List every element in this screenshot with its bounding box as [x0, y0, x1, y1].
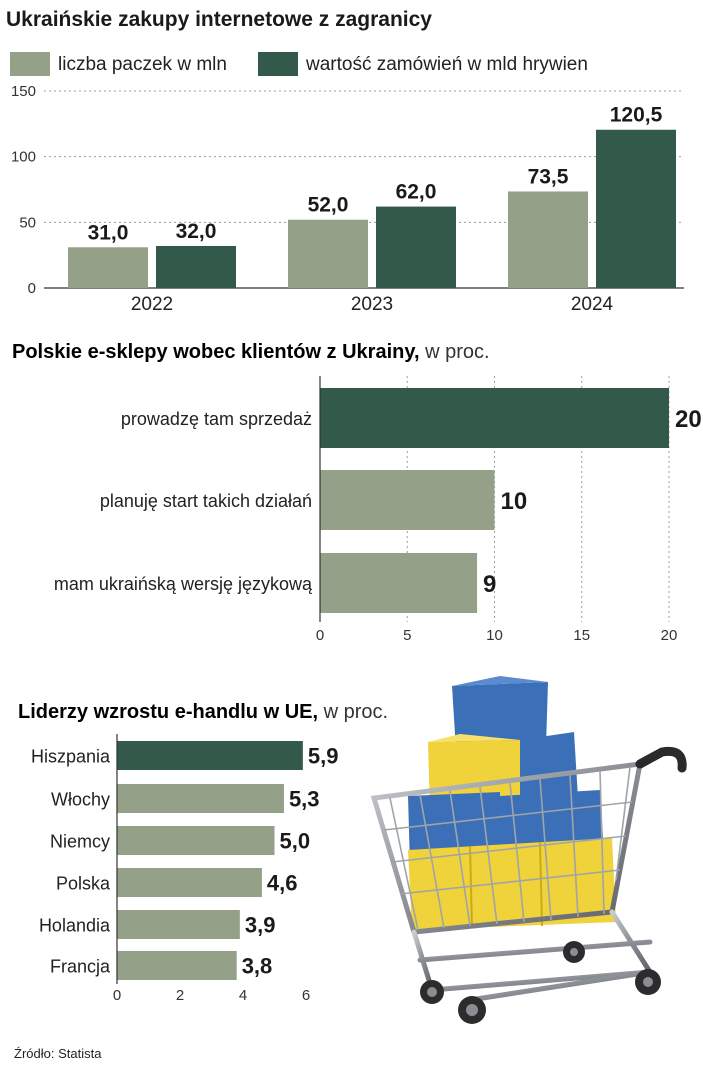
bar [117, 951, 237, 980]
x-tick-label: 2 [176, 987, 184, 1004]
legend-swatch-value [258, 52, 298, 76]
source-note: Źródło: Statista [14, 1046, 102, 1061]
category-label: planuję start takich działań [100, 491, 312, 511]
chart3-plot: Hiszpania 5,9 Włochy 5,3 Niemcy 5,0 Polska 4,6 H… [31, 734, 338, 1004]
legend-label-value: wartość zamówień w mld hrywien [305, 54, 588, 75]
x-tick-label: 0 [113, 987, 121, 1004]
y-tick-label: 50 [19, 214, 36, 231]
category-label: mam ukraińską wersję językową [54, 574, 313, 594]
chart2-title: Polskie e-sklepy wobec klientów z Ukrain… [12, 341, 490, 363]
bar [117, 784, 284, 813]
category-label: Hiszpania [31, 747, 111, 767]
chart3-title-main: Liderzy wzrostu e-handlu w UE, [18, 701, 318, 723]
bar [117, 868, 262, 897]
legend-swatch-parcels [10, 52, 50, 76]
bar-value-label: 4,6 [267, 871, 298, 896]
bar-value-label: 73,5 [528, 165, 569, 188]
bar-order-value [156, 245, 236, 288]
bar-value-label: 5,0 [280, 829, 311, 854]
x-tick-label: 2023 [351, 294, 393, 315]
category-label: Holandia [39, 916, 111, 936]
bar-value-label: 31,0 [88, 221, 129, 244]
x-tick-label: 6 [302, 987, 310, 1004]
bar-value-label: 52,0 [308, 194, 349, 217]
category-label: Polska [56, 874, 111, 894]
bar-value-label: 32,0 [176, 220, 217, 243]
bar-value-label: 9 [483, 571, 496, 598]
category-label: prowadzę tam sprzedaż [121, 409, 312, 429]
bar-order-value [376, 206, 456, 288]
x-tick-label: 0 [316, 627, 324, 644]
chart2-title-main: Polskie e-sklepy wobec klientów z Ukrain… [12, 341, 420, 363]
bar [117, 910, 240, 939]
category-label: Niemcy [50, 832, 110, 852]
chart1-plot: 150 100 50 0 31,0 32,0 2022 52,0 62,0 2023 73,5 120… [11, 83, 684, 315]
category-label: Francja [50, 957, 111, 977]
bar-value-label: 20 [675, 406, 702, 433]
chart2-plot: 0 5 10 15 20 prowadzę tam sprzedaż 20 planuję s… [54, 376, 702, 644]
x-tick-label: 10 [486, 627, 503, 644]
x-tick-label: 5 [403, 627, 411, 644]
x-tick-label: 15 [573, 627, 590, 644]
shopping-cart-with-boxes-icon [370, 676, 687, 1024]
bar-value-label: 3,9 [245, 913, 276, 938]
bar-value-label: 62,0 [396, 181, 437, 204]
y-tick-label: 0 [28, 280, 36, 297]
x-tick-label: 4 [239, 987, 247, 1004]
bar-parcels [508, 191, 588, 288]
x-tick-label: 20 [661, 627, 678, 644]
chart3-title: Liderzy wzrostu e-handlu w UE, w proc. [18, 701, 388, 723]
category-label: Włochy [51, 790, 110, 810]
chart3-title-suffix: w proc. [318, 701, 388, 723]
bar [117, 741, 303, 770]
bar-value-label: 10 [501, 488, 528, 515]
y-tick-label: 150 [11, 83, 36, 100]
cart-wheels [420, 941, 661, 1024]
chart1-title: Ukraińskie zakupy internetowe z zagranic… [6, 8, 432, 31]
x-tick-label: 2024 [571, 294, 614, 315]
bar [117, 826, 275, 855]
bar [320, 553, 478, 613]
bar-value-label: 5,3 [289, 787, 320, 812]
bar-value-label: 5,9 [308, 744, 339, 769]
y-tick-label: 100 [11, 149, 36, 166]
bar-value-label: 3,8 [242, 954, 273, 979]
bar-parcels [288, 219, 368, 288]
bar [320, 388, 669, 448]
bar-value-label: 120,5 [610, 104, 663, 127]
bar-parcels [68, 247, 148, 288]
chart2-title-suffix: w proc. [420, 341, 490, 363]
bar [320, 470, 495, 530]
bar-order-value [596, 129, 676, 288]
x-tick-label: 2022 [131, 294, 173, 315]
legend-label-parcels: liczba paczek w mln [58, 54, 227, 75]
